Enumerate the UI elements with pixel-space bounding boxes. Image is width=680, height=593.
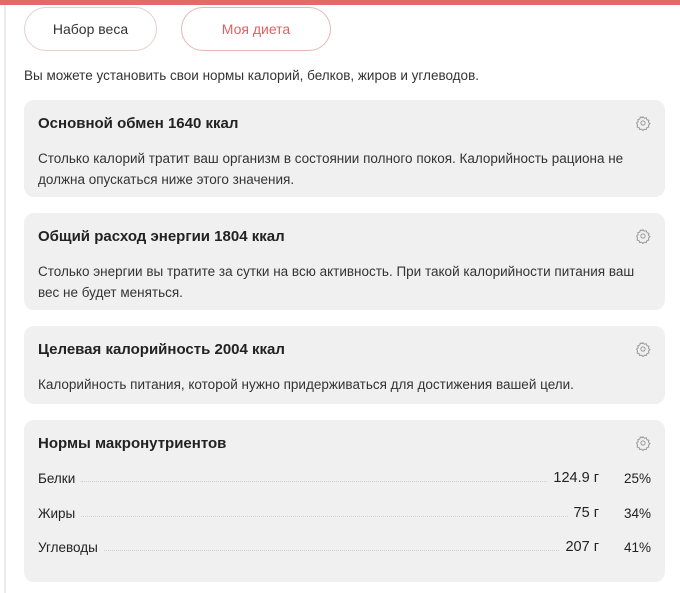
left-divider	[4, 5, 6, 593]
dotted-leader	[81, 516, 568, 517]
gear-icon[interactable]	[635, 228, 651, 244]
macro-label: Жиры	[38, 506, 76, 521]
card-title: Основной обмен 1640 ккал	[38, 115, 239, 132]
card-title: Общий расход энергии 1804 ккал	[38, 228, 285, 245]
macro-amount: 207 г	[565, 539, 599, 555]
macro-amount: 124.9 г	[553, 470, 599, 486]
macro-percent: 34%	[623, 506, 651, 521]
macro-row-carbs: Углеводы 207 г 41%	[38, 535, 651, 555]
card-description: Столько энергии вы тратите за сутки на в…	[38, 264, 635, 300]
macro-row-protein: Белки 124.9 г 25%	[38, 466, 651, 486]
card-description: Столько калорий тратит ваш организм в со…	[38, 151, 624, 187]
tab-my-diet[interactable]: Моя диета	[181, 7, 331, 51]
card-macronutrients: Нормы макронутриентов Белки 124.9 г 25% …	[24, 420, 665, 582]
card-target-calories: Целевая калорийность 2004 ккал Калорийно…	[24, 326, 665, 404]
card-description: Калорийность питания, которой нужно прид…	[38, 377, 574, 392]
gear-icon[interactable]	[635, 435, 651, 451]
card-title: Целевая калорийность 2004 ккал	[38, 341, 285, 358]
dotted-leader	[103, 550, 560, 551]
gear-icon[interactable]	[635, 341, 651, 357]
gear-icon[interactable]	[635, 115, 651, 131]
top-accent-bar	[0, 0, 680, 5]
tab-weight-gain[interactable]: Набор веса	[24, 7, 157, 51]
card-title: Нормы макронутриентов	[38, 435, 227, 452]
macro-row-fat: Жиры 75 г 34%	[38, 501, 651, 521]
macro-label: Углеводы	[38, 540, 98, 555]
intro-text: Вы можете установить свои нормы калорий,…	[24, 68, 479, 83]
macro-percent: 25%	[623, 471, 651, 486]
macro-amount: 75 г	[573, 505, 599, 521]
dotted-leader	[81, 481, 548, 482]
card-basal-metabolism: Основной обмен 1640 ккал Столько калорий…	[24, 100, 665, 197]
card-total-energy: Общий расход энергии 1804 ккал Столько э…	[24, 213, 665, 310]
macro-percent: 41%	[623, 540, 651, 555]
macro-label: Белки	[38, 471, 76, 486]
